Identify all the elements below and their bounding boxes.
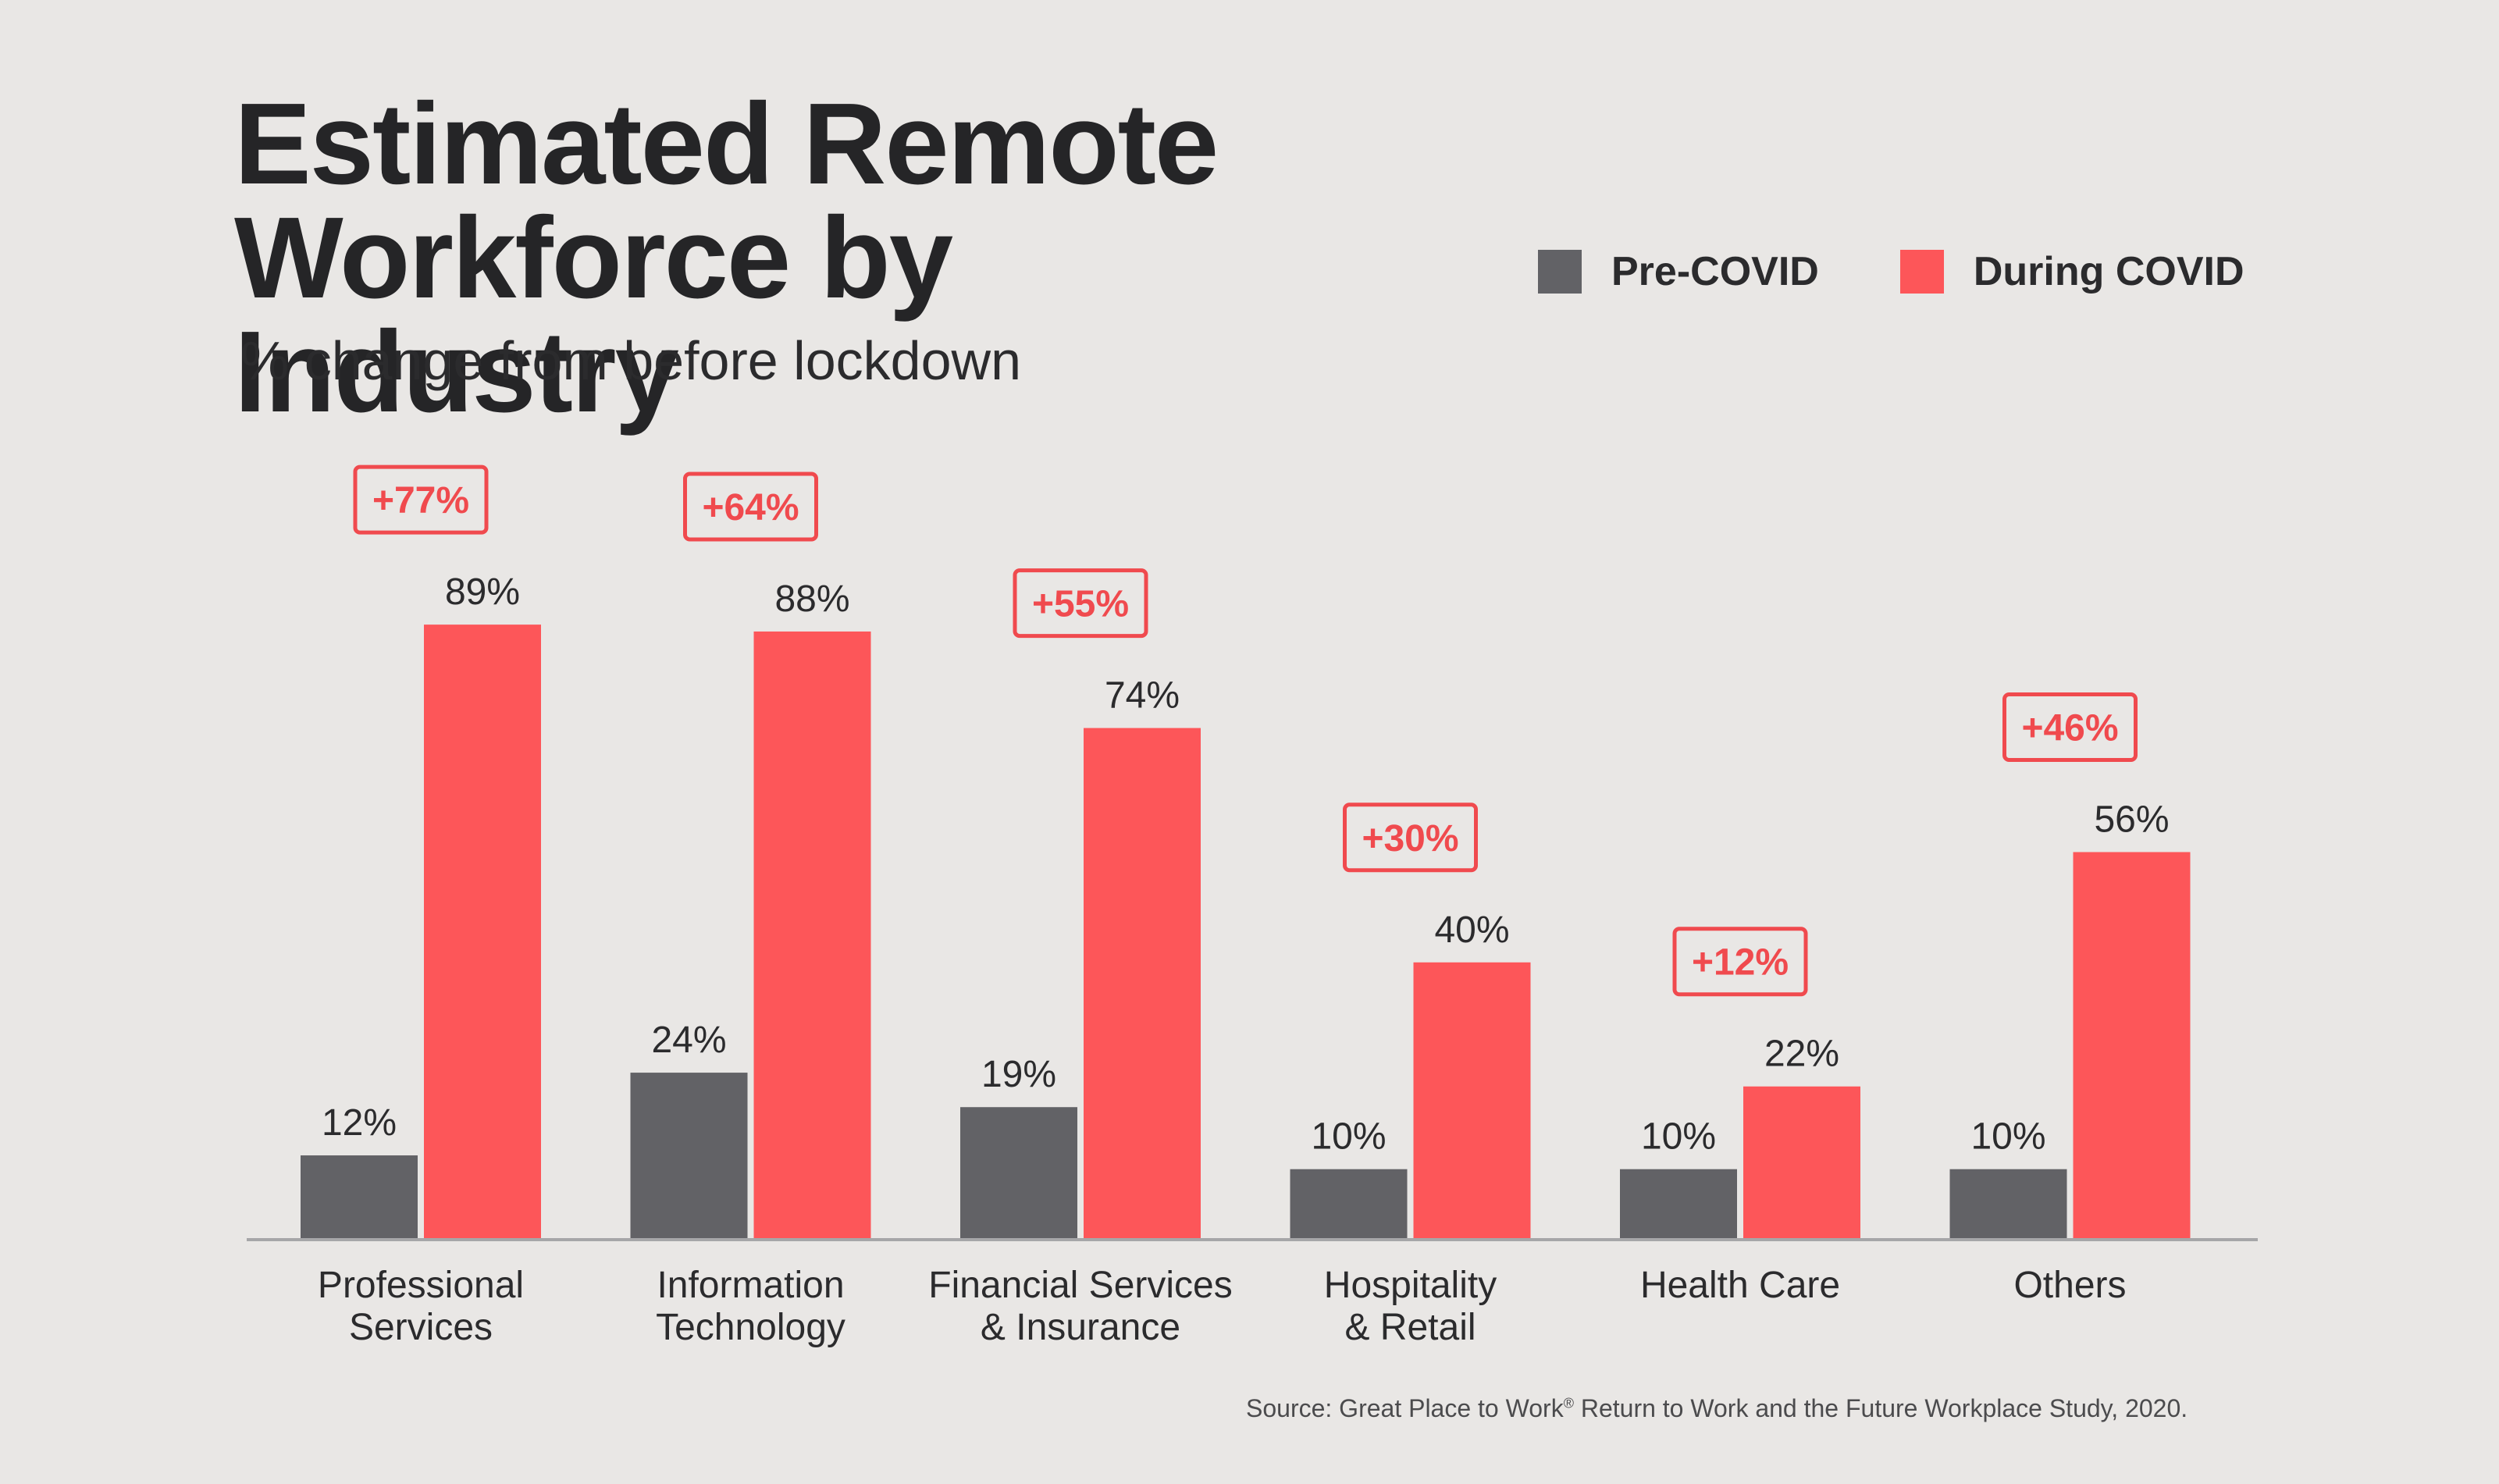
- value-label-pre-covid-financial-services-insurance: 19%: [981, 1054, 1056, 1095]
- category-label-information-technology-line-2: Technology: [656, 1307, 845, 1348]
- bar-during-covid-professional-services: [424, 625, 541, 1238]
- chart-subtitle: % change from before lockdown: [240, 330, 1021, 391]
- change-badge-financial-services-insurance: [1013, 568, 1148, 639]
- change-label-professional-services: +77%: [372, 480, 469, 521]
- change-label-health-care: +12%: [1692, 942, 1789, 984]
- value-label-during-covid-hospitality-retail: 40%: [1434, 909, 1509, 951]
- bar-during-covid-financial-services-insurance: [1084, 728, 1201, 1238]
- value-label-pre-covid-information-technology: 24%: [651, 1020, 726, 1061]
- category-label-professional-services-line-1: Professional: [318, 1265, 524, 1306]
- category-label-financial-services-insurance-line-1: Financial Services: [928, 1265, 1232, 1306]
- source-prefix: Source: Great Place to Work: [1246, 1394, 1564, 1422]
- value-label-pre-covid-others: 10%: [1970, 1116, 2045, 1158]
- category-label-others: Others: [2013, 1265, 2126, 1306]
- bar-pre-covid-financial-services-insurance: [960, 1107, 1077, 1238]
- title-line-1: Estimated Remote: [234, 80, 1219, 208]
- change-label-others: +46%: [2021, 708, 2118, 749]
- value-label-pre-covid-health-care: 10%: [1641, 1116, 1716, 1158]
- change-badge-hospitality-retail: [1343, 802, 1478, 873]
- bar-during-covid-hospitality-retail: [1413, 962, 1531, 1238]
- bar-pre-covid-others: [1949, 1169, 2067, 1238]
- value-label-during-covid-information-technology: 88%: [774, 578, 849, 620]
- category-label-hospitality-retail-line-1: Hospitality: [1324, 1265, 1497, 1306]
- change-badge-others: [2002, 692, 2138, 763]
- category-label-hospitality-retail-line-2: & Retail: [1344, 1307, 1476, 1348]
- legend-swatch-during-covid: [1899, 250, 1944, 294]
- change-label-financial-services-insurance: +55%: [1032, 584, 1129, 625]
- bar-pre-covid-hospitality-retail: [1290, 1169, 1408, 1238]
- category-label-health-care: Health Care: [1640, 1265, 1840, 1306]
- bar-during-covid-others: [2073, 852, 2191, 1238]
- category-label-information-technology-line-1: Information: [657, 1265, 844, 1306]
- bar-pre-covid-information-technology: [630, 1073, 748, 1238]
- bar-pre-covid-health-care: [1620, 1169, 1737, 1238]
- value-label-pre-covid-hospitality-retail: 10%: [1311, 1116, 1386, 1158]
- chart-title: Estimated Remote Workforce by Industry: [234, 80, 1405, 436]
- legend-item-during-covid: During COVID: [1899, 248, 2244, 295]
- value-label-during-covid-professional-services: 89%: [445, 571, 520, 613]
- source-suffix: Return to Work and the Future Workplace …: [1573, 1394, 2188, 1422]
- registered-mark: ®: [1563, 1395, 1574, 1411]
- bar-during-covid-health-care: [1743, 1086, 1860, 1238]
- bar-pre-covid-professional-services: [301, 1155, 418, 1238]
- title-line-2: Workforce by Industry: [234, 194, 953, 436]
- legend-item-pre-covid: Pre-COVID: [1538, 248, 1819, 295]
- change-badge-health-care: [1672, 927, 1808, 997]
- change-badge-information-technology: [683, 472, 818, 542]
- change-label-information-technology: +64%: [702, 487, 799, 528]
- value-label-during-covid-others: 56%: [2094, 799, 2169, 841]
- legend: Pre-COVID During COVID: [1538, 248, 2244, 295]
- value-label-pre-covid-professional-services: 12%: [322, 1102, 397, 1144]
- source-note: Source: Great Place to Work® Return to W…: [1246, 1394, 2188, 1423]
- value-label-during-covid-financial-services-insurance: 74%: [1105, 675, 1180, 717]
- legend-swatch-pre-covid: [1538, 250, 1582, 294]
- category-label-professional-services-line-2: Services: [349, 1307, 493, 1348]
- change-badge-professional-services: [353, 464, 489, 535]
- legend-label-during-covid: During COVID: [1973, 249, 2244, 294]
- value-label-during-covid-health-care: 22%: [1764, 1034, 1839, 1075]
- change-label-hospitality-retail: +30%: [1362, 818, 1458, 859]
- bar-during-covid-information-technology: [753, 631, 871, 1238]
- legend-label-pre-covid: Pre-COVID: [1611, 249, 1819, 294]
- category-label-financial-services-insurance-line-2: & Insurance: [981, 1307, 1180, 1348]
